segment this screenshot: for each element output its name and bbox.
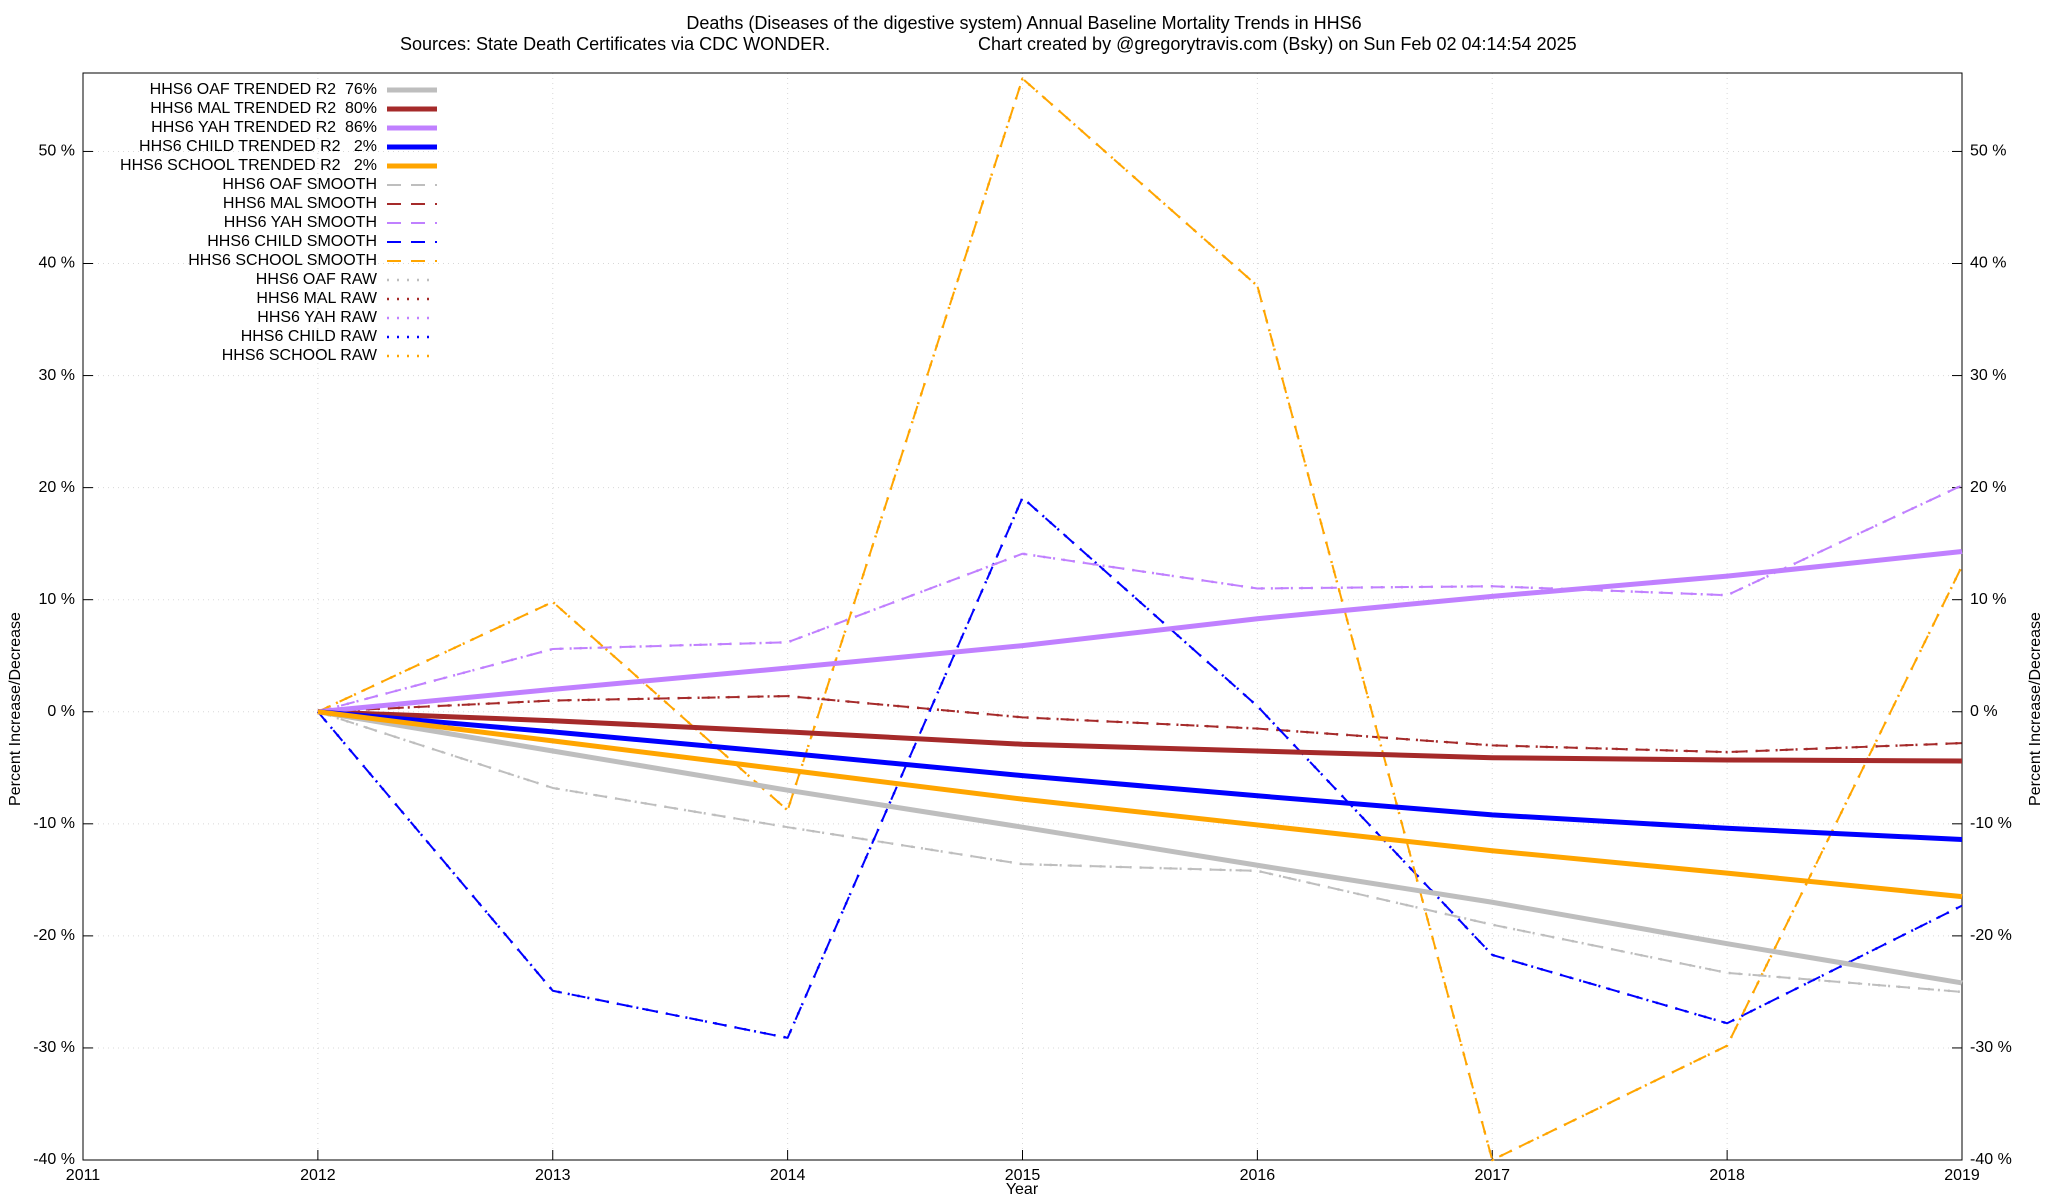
y2-tick-label: 30 % <box>1970 367 2006 384</box>
legend-label: HHS6 CHILD SMOOTH <box>207 233 377 250</box>
y-tick-label: 20 % <box>39 479 75 496</box>
y-tick-label: -20 % <box>33 927 75 944</box>
series-line <box>317 695 1963 754</box>
y-tick-label: 50 % <box>39 143 75 160</box>
y2-tick-label: 10 % <box>1970 591 2006 608</box>
y2-tick-label: 20 % <box>1970 479 2006 496</box>
x-tick-label: 2012 <box>300 1167 336 1184</box>
legend-label: HHS6 OAF TRENDED R2 76% <box>150 81 377 98</box>
x-tick-label: 2015 <box>1005 1167 1041 1184</box>
series-line <box>317 496 1963 1039</box>
plot-frame <box>82 72 1963 1161</box>
y-tick-label: 30 % <box>39 367 75 384</box>
y-tick-label: -30 % <box>33 1039 75 1056</box>
y-tick-label: -40 % <box>33 1151 75 1168</box>
series-line <box>317 709 1963 986</box>
series-line <box>317 710 1963 993</box>
legend-label: HHS6 SCHOOL RAW <box>222 347 378 364</box>
legend-label: HHS6 MAL RAW <box>256 290 378 307</box>
y2-tick-label: 0 % <box>1970 703 1998 720</box>
y-tick-label: -10 % <box>33 815 75 832</box>
chart-subtitle: Sources: State Death Certificates via CD… <box>400 34 830 54</box>
legend-label: HHS6 YAH RAW <box>257 309 378 326</box>
y2-tick-label: -40 % <box>1970 1151 2012 1168</box>
legend-label: HHS6 YAH SMOOTH <box>224 214 377 231</box>
y-tick-label: 0 % <box>47 703 75 720</box>
legend-label: HHS6 YAH TRENDED R2 86% <box>151 119 377 136</box>
x-tick-label: 2014 <box>770 1167 806 1184</box>
legend-label: HHS6 OAF SMOOTH <box>222 176 377 193</box>
series-line <box>317 549 1963 715</box>
series-line <box>317 709 1963 843</box>
series-line <box>317 484 1963 713</box>
x-axis-label: Year <box>1006 1181 1039 1198</box>
y2-axis-label: Percent Increase/Decrease <box>2027 612 2044 806</box>
y2-tick-label: -10 % <box>1970 815 2012 832</box>
legend-label: HHS6 SCHOOL TRENDED R2 2% <box>120 157 377 174</box>
legend-label: HHS6 CHILD TRENDED R2 2% <box>139 138 377 155</box>
y2-tick-label: -20 % <box>1970 927 2012 944</box>
x-tick-label: 2011 <box>66 1167 101 1184</box>
legend-label: HHS6 OAF RAW <box>256 271 378 288</box>
series-line <box>317 709 1963 764</box>
series-line <box>317 77 1963 1161</box>
legend-label: HHS6 CHILD RAW <box>241 328 378 345</box>
legend-label: HHS6 MAL TRENDED R2 80% <box>150 100 377 117</box>
x-tick-label: 2016 <box>1240 1167 1276 1184</box>
y-tick-label: 10 % <box>39 591 75 608</box>
legend-label: HHS6 MAL SMOOTH <box>223 195 377 212</box>
y-tick-label: 40 % <box>39 255 75 272</box>
series-line <box>317 77 1964 1162</box>
y2-tick-label: -30 % <box>1970 1039 2012 1056</box>
x-tick-label: 2017 <box>1474 1167 1510 1184</box>
x-tick-label: 2013 <box>535 1167 571 1184</box>
x-tick-label: 2018 <box>1709 1167 1745 1184</box>
series-line <box>317 709 1963 900</box>
y-axis-label: Percent Increase/Decrease <box>7 612 24 806</box>
y2-tick-label: 50 % <box>1970 143 2006 160</box>
chart-subtitle: Chart created by @gregorytravis.com (Bsk… <box>978 34 1577 54</box>
legend-label: HHS6 SCHOOL SMOOTH <box>188 252 377 269</box>
series-line <box>317 484 1963 713</box>
x-tick-label: 2019 <box>1944 1167 1980 1184</box>
y2-tick-label: 40 % <box>1970 255 2006 272</box>
chart-title: Deaths (Diseases of the digestive system… <box>686 13 1361 33</box>
